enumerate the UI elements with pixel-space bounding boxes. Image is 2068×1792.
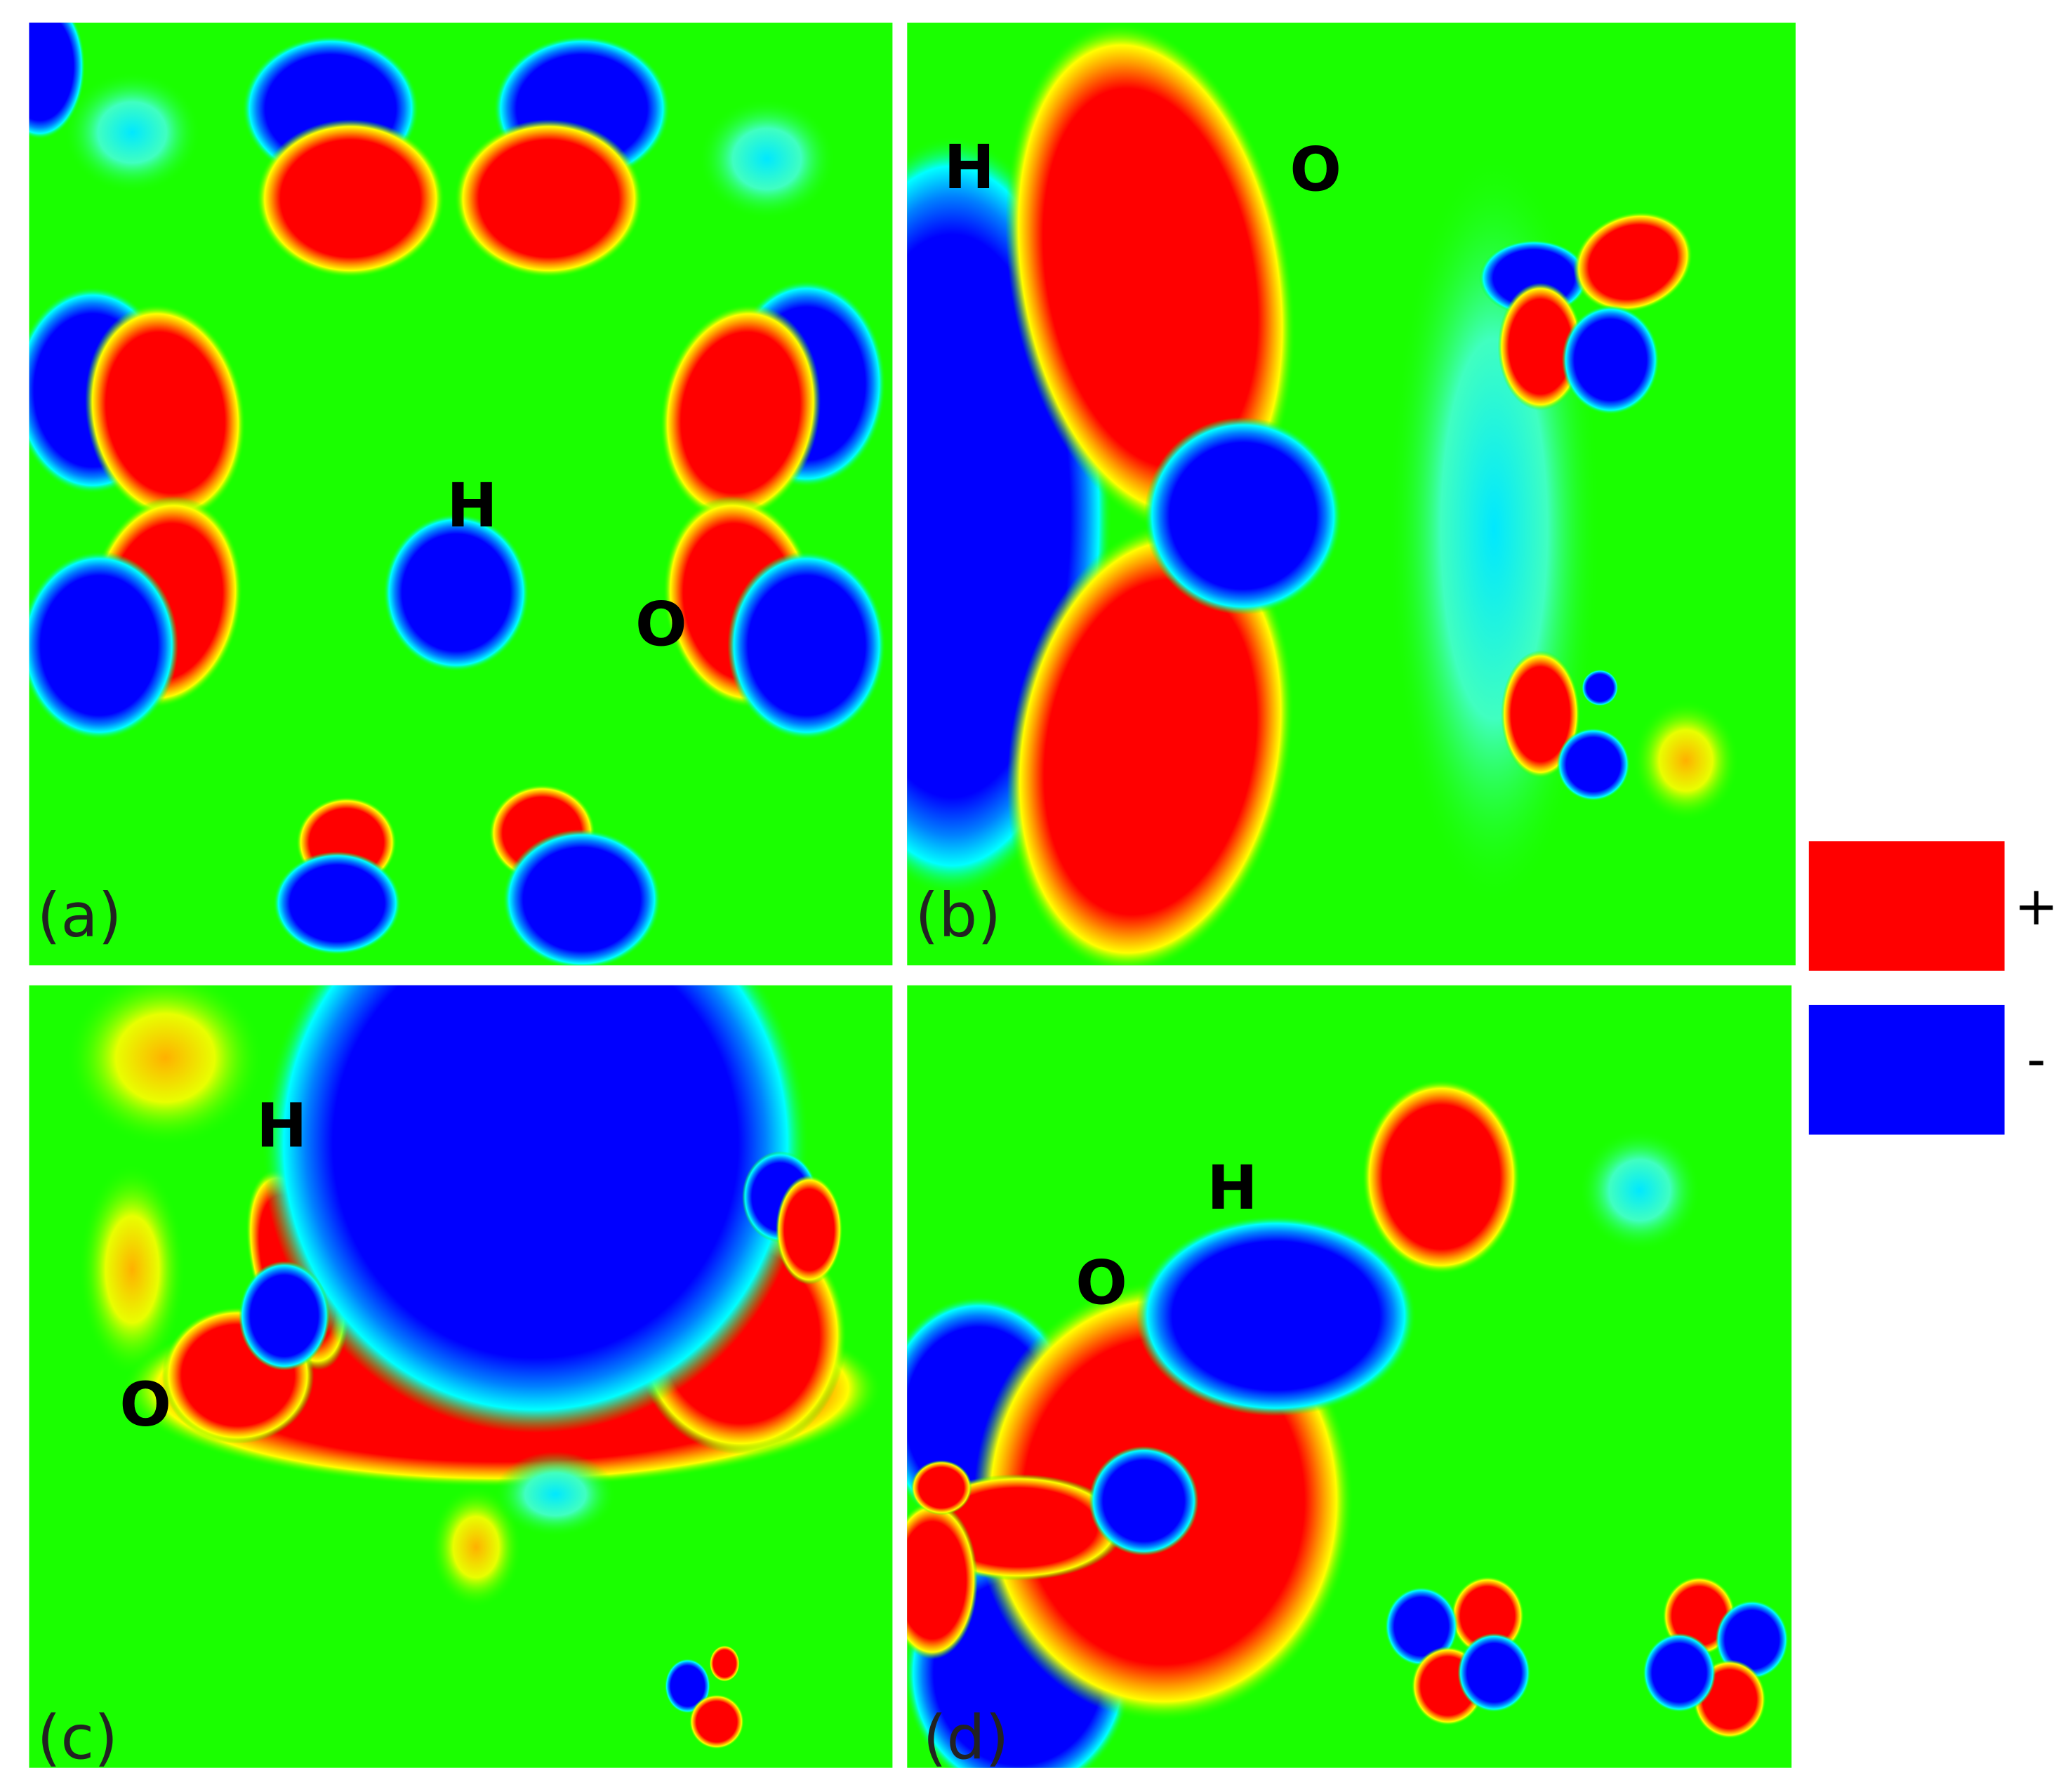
legend-label: - [2027,1028,2046,1090]
positive-lobe [1362,1080,1520,1275]
negative-lobe [494,1452,616,1537]
lobes [907,1080,1789,1768]
negative-lobe [238,1261,330,1371]
negative-lobe [1384,1586,1458,1666]
negative-lobe [1579,1129,1701,1252]
panel-d: H O (d) [907,985,1792,1774]
lobes [907,22,1739,966]
negative-lobe [698,98,835,220]
positive-lobe [907,1501,978,1659]
positive-lobe [660,304,821,522]
panel-label: (b) [915,881,1001,951]
positive-lobe [430,1486,522,1608]
panel-b: H O (b) [907,22,1796,966]
atom-label: O [119,1370,171,1440]
negative-lobe [1561,305,1659,415]
lobes [29,22,886,966]
negative-lobe [383,513,529,672]
positive-lobe [85,304,246,522]
atom-label: O [1075,1249,1127,1319]
negative-lobe [727,551,886,740]
positive-lobe [709,1645,740,1682]
negative-lobe [1582,669,1619,706]
negative-lobe [664,1658,710,1713]
atom-label: H [256,1091,307,1161]
positive-lobe [910,1460,972,1515]
positive-lobe [454,119,644,278]
negative-lobe [1089,1446,1199,1556]
positive-lobe [256,119,445,278]
legend-label: + [2014,875,2058,937]
positive-lobe [776,1175,843,1285]
panel-label: (d) [923,1704,1009,1774]
positive-lobe [1573,211,1693,312]
positive-lobe [1497,282,1584,411]
negative-lobe [273,851,402,955]
panel-label: (a) [37,881,122,951]
negative-lobe [503,829,661,966]
positive-lobe [66,985,265,1146]
legend-swatch [1808,841,2005,971]
atom-label: O [635,590,687,661]
positive-lobe [1501,650,1580,778]
panel-label: (c) [37,1704,118,1774]
negative-lobe [29,551,178,740]
negative-lobe [1715,1600,1789,1680]
negative-lobe [1457,1633,1531,1713]
positive-lobe [1007,521,1294,966]
negative-lobe [1136,1215,1416,1416]
negative-lobe [1643,1633,1716,1713]
negative-lobe [63,72,201,194]
negative-lobe [1144,417,1342,615]
negative-lobe [1556,728,1630,802]
panel-c: H O (c) [29,985,893,1774]
positive-lobe [79,1162,186,1376]
positive-lobe [689,1694,744,1749]
positive-lobe [1005,22,1296,534]
atom-label: H [446,471,498,541]
atom-label: H [943,133,995,203]
panel-a: H O (a) [29,22,893,966]
atom-label: H [1207,1153,1258,1223]
legend-swatch [1808,1004,2005,1135]
atom-label: O [1290,135,1341,206]
lobes [66,985,883,1749]
positive-lobe [1632,699,1739,822]
negative-lobe [262,985,809,1433]
